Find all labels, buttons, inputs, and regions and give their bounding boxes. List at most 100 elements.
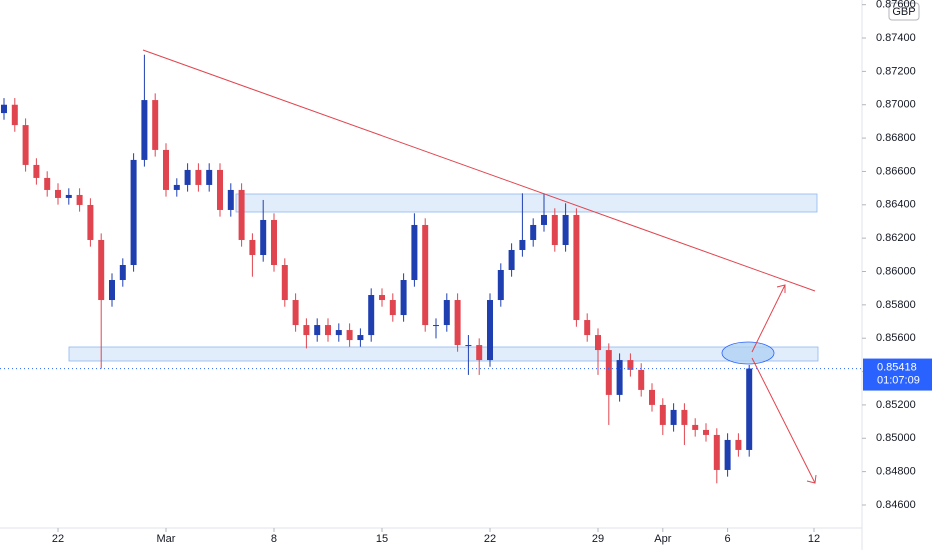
x-tick-label: Apr xyxy=(654,533,671,545)
arrow-down xyxy=(751,357,816,484)
candle-body xyxy=(368,295,375,336)
candle-body xyxy=(411,224,418,281)
arrow-up xyxy=(751,284,786,353)
candle-body xyxy=(476,345,483,361)
candle-body xyxy=(292,300,299,326)
candle-body xyxy=(324,325,331,336)
plot-area xyxy=(0,54,862,484)
candle-body xyxy=(519,239,526,250)
candle-body xyxy=(0,104,7,114)
candle-body xyxy=(573,214,580,321)
candle-body xyxy=(162,149,169,190)
candle-body xyxy=(195,169,202,185)
y-tick-label: 0.85200 xyxy=(876,399,916,411)
y-tick-label: 0.87600 xyxy=(876,0,916,11)
candle-body xyxy=(87,204,94,240)
candle-body xyxy=(530,224,537,240)
candle-body xyxy=(260,219,267,255)
candle-body xyxy=(152,100,159,150)
x-tick-label: 22 xyxy=(484,533,496,545)
candle-body xyxy=(357,335,364,341)
y-tick-label: 0.86000 xyxy=(876,265,916,277)
candle-body xyxy=(141,100,148,160)
y-tick-label: 0.87200 xyxy=(876,65,916,77)
candle-body xyxy=(378,295,385,301)
candle-body xyxy=(173,184,180,190)
candle-body xyxy=(130,159,137,266)
candle-body xyxy=(76,194,83,205)
x-tick-label: Mar xyxy=(157,533,176,545)
candle-body xyxy=(692,424,699,430)
candle-body xyxy=(238,189,245,240)
candle-body xyxy=(11,104,18,126)
arrow-down-head xyxy=(806,474,817,484)
candle-body xyxy=(735,439,742,450)
y-tick-label: 0.87400 xyxy=(876,32,916,44)
candle-body xyxy=(659,404,666,425)
y-tick-label: 0.84800 xyxy=(876,466,916,478)
candle-body xyxy=(649,389,656,405)
candle-body xyxy=(33,164,40,178)
arrow-up-head xyxy=(776,284,786,293)
x-tick-label: 22 xyxy=(52,533,64,545)
candle-body xyxy=(746,368,753,450)
candle-body xyxy=(541,214,548,225)
candle-body xyxy=(638,369,645,390)
candle-body xyxy=(346,330,353,341)
candle-body xyxy=(314,325,321,336)
candle-body xyxy=(22,125,29,165)
candle-body xyxy=(44,177,51,190)
candle-body xyxy=(119,265,126,281)
candle-body xyxy=(465,345,472,347)
candle-body xyxy=(713,434,720,470)
candle-body xyxy=(670,409,677,425)
candle-body xyxy=(595,335,602,351)
last-price-label: 0.85418 xyxy=(877,361,917,373)
candle-body xyxy=(227,189,234,210)
candle-body xyxy=(65,194,72,198)
x-tick-label: 6 xyxy=(725,533,731,545)
candle-body xyxy=(270,219,277,266)
y-tick-label: 0.86600 xyxy=(876,165,916,177)
drawings xyxy=(142,49,817,484)
y-tick-label: 0.86800 xyxy=(876,132,916,144)
candle-body xyxy=(108,280,115,301)
candle-body xyxy=(508,249,515,271)
candle-body xyxy=(487,300,494,361)
y-tick-label: 0.86400 xyxy=(876,199,916,211)
candle-body xyxy=(724,439,731,470)
candle-body xyxy=(216,169,223,210)
x-tick-label: 29 xyxy=(592,533,604,545)
candle-body xyxy=(627,360,634,370)
y-tick-label: 0.84600 xyxy=(876,499,916,511)
y-tick-label: 0.87000 xyxy=(876,99,916,111)
trend-line xyxy=(142,49,816,292)
candle-body xyxy=(497,270,504,301)
last-price-box xyxy=(863,358,932,391)
highlight-ellipse xyxy=(721,341,775,365)
candle-body xyxy=(616,360,623,395)
candle-body xyxy=(303,325,310,336)
candle-body xyxy=(400,280,407,316)
candle-body xyxy=(551,214,558,245)
currency-box xyxy=(888,2,920,21)
candle-body xyxy=(206,169,213,185)
candle-body xyxy=(454,300,461,346)
countdown-label: 01:07:09 xyxy=(877,374,920,386)
candle-body xyxy=(98,239,105,301)
candle-body xyxy=(422,224,429,326)
x-tick-label: 8 xyxy=(271,533,277,545)
y-tick-label: 0.85000 xyxy=(876,432,916,444)
candle-body xyxy=(389,300,396,316)
support-zone xyxy=(68,346,819,362)
y-tick-label: 0.86200 xyxy=(876,232,916,244)
candle-body xyxy=(605,350,612,395)
candle-body xyxy=(443,300,450,326)
candle-body xyxy=(184,169,191,185)
candle-body xyxy=(54,189,61,198)
currency-label: GBP xyxy=(892,6,915,18)
candle-body xyxy=(584,320,591,336)
candle-body xyxy=(281,265,288,301)
